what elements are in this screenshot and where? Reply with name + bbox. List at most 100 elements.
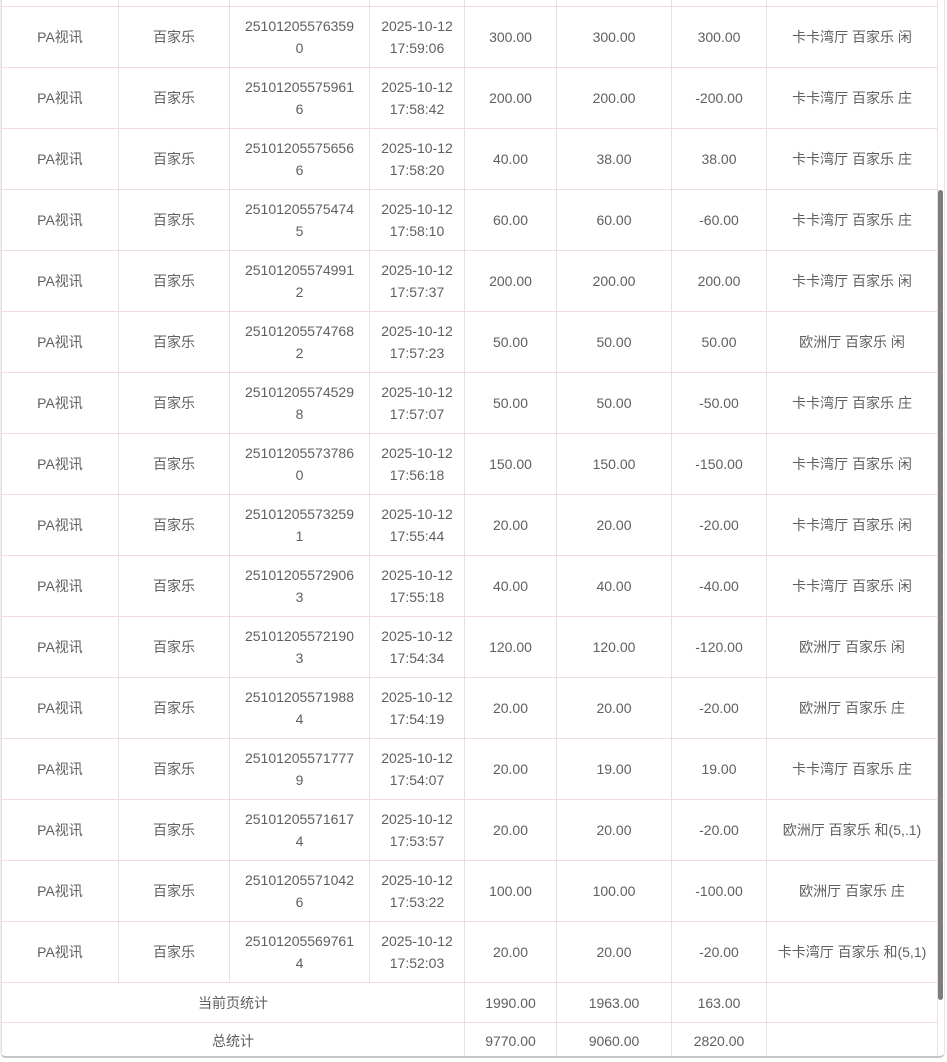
cell-valid-amount: 20.00 — [556, 677, 672, 739]
cell-bet-time: 2025-10-12 17:58:10 — [369, 189, 465, 251]
cell-order-no: 25101205574768 2 — [229, 311, 370, 373]
cell-win-loss: 50.00 — [671, 311, 767, 373]
table-row: PA视讯 百家乐 25101205574991 2 2025-10-12 17:57:… — [1, 250, 938, 312]
cell-platform: PA视讯 — [1, 128, 119, 190]
page-summary-label: 当前页统计 — [1, 982, 465, 1023]
cell-bet-time: 2025-10-12 17:55:44 — [369, 494, 465, 556]
cell-win-loss: -20.00 — [671, 921, 767, 983]
cell-platform: PA视讯 — [1, 616, 119, 678]
table-row: PA视讯 百家乐 25101205572906 3 2025-10-12 17:55:… — [1, 555, 938, 617]
cell-detail: 卡卡湾厅 百家乐 和(5,1) — [766, 921, 938, 983]
cell-win-loss: -120.00 — [671, 616, 767, 678]
cell-bet-time: 2025-10-12 17:57:37 — [369, 250, 465, 312]
cell-valid-amount: 20.00 — [556, 494, 672, 556]
cell-game: 百家乐 — [118, 799, 230, 861]
cell-order-no: 25101205575656 6 — [229, 128, 370, 190]
total-summary-row: 总统计 9770.00 9060.00 2820.00 — [1, 1022, 938, 1056]
total-summary-empty-cell — [766, 1022, 938, 1056]
cell-win-loss: -20.00 — [671, 677, 767, 739]
cell-win-loss: 38.00 — [671, 128, 767, 190]
table-row: PA视讯 百家乐 25101205576359 0 2025-10-12 17:59:… — [1, 6, 938, 68]
cell-bet-amount: 50.00 — [464, 372, 557, 434]
cell-order-no: 25101205572190 3 — [229, 616, 370, 678]
cell-order-no: 25101205576359 0 — [229, 6, 370, 68]
table-row: PA视讯 百家乐 25101205574768 2 2025-10-12 17:57:… — [1, 311, 938, 373]
cell-bet-amount: 20.00 — [464, 677, 557, 739]
cell-valid-amount: 50.00 — [556, 311, 672, 373]
cell-detail: 欧洲厅 百家乐 庄 — [766, 860, 938, 922]
cell-order-no: 25101205573259 1 — [229, 494, 370, 556]
cell-platform: PA视讯 — [1, 860, 119, 922]
table-row: PA视讯 百家乐 25101205571777 9 2025-10-12 17:54:… — [1, 738, 938, 800]
cell-win-loss: -200.00 — [671, 67, 767, 129]
total-summary-bet-amount: 9770.00 — [464, 1022, 557, 1056]
total-summary-win-loss: 2820.00 — [671, 1022, 767, 1056]
cell-bet-amount: 200.00 — [464, 250, 557, 312]
cell-bet-amount: 20.00 — [464, 738, 557, 800]
table-row: PA视讯 百家乐 25101205575961 6 2025-10-12 17:58:… — [1, 67, 938, 129]
cell-platform: PA视讯 — [1, 677, 119, 739]
cell-detail: 卡卡湾厅 百家乐 闲 — [766, 555, 938, 617]
page-summary-bet-amount: 1990.00 — [464, 982, 557, 1023]
page-summary-row: 当前页统计 1990.00 1963.00 163.00 — [1, 982, 938, 1023]
cell-valid-amount: 20.00 — [556, 921, 672, 983]
cell-platform: PA视讯 — [1, 250, 119, 312]
table-row: PA视讯 百家乐 25101205575656 6 2025-10-12 17:58:… — [1, 128, 938, 190]
cell-game: 百家乐 — [118, 494, 230, 556]
total-summary-valid-amount: 9060.00 — [556, 1022, 672, 1056]
cell-bet-amount: 20.00 — [464, 799, 557, 861]
table-row: PA视讯 百家乐 25101205573259 1 2025-10-12 17:55:… — [1, 494, 938, 556]
cell-bet-amount: 60.00 — [464, 189, 557, 251]
cell-bet-time: 2025-10-12 17:58:42 — [369, 67, 465, 129]
cell-platform: PA视讯 — [1, 921, 119, 983]
table-row: PA视讯 百家乐 25101205572190 3 2025-10-12 17:54:… — [1, 616, 938, 678]
cell-order-no: 25101205573786 0 — [229, 433, 370, 495]
cell-win-loss: -150.00 — [671, 433, 767, 495]
cell-bet-amount: 20.00 — [464, 494, 557, 556]
cell-detail: 卡卡湾厅 百家乐 庄 — [766, 189, 938, 251]
table-row: PA视讯 百家乐 25101205569761 4 2025-10-12 17:52:… — [1, 921, 938, 983]
cell-bet-time: 2025-10-12 17:59:06 — [369, 6, 465, 68]
table-row: PA视讯 百家乐 25101205575474 5 2025-10-12 17:58:… — [1, 189, 938, 251]
cell-detail: 欧洲厅 百家乐 闲 — [766, 616, 938, 678]
cell-bet-amount: 100.00 — [464, 860, 557, 922]
cell-order-no: 25101205571617 4 — [229, 799, 370, 861]
cell-bet-amount: 150.00 — [464, 433, 557, 495]
cell-game: 百家乐 — [118, 921, 230, 983]
cell-platform: PA视讯 — [1, 555, 119, 617]
cell-valid-amount: 120.00 — [556, 616, 672, 678]
cell-bet-amount: 40.00 — [464, 128, 557, 190]
cell-order-no: 25101205571777 9 — [229, 738, 370, 800]
cell-win-loss: -40.00 — [671, 555, 767, 617]
cell-detail: 欧洲厅 百家乐 和(5,.1) — [766, 799, 938, 861]
cell-bet-time: 2025-10-12 17:57:07 — [369, 372, 465, 434]
cell-bet-amount: 300.00 — [464, 6, 557, 68]
cell-valid-amount: 150.00 — [556, 433, 672, 495]
cell-valid-amount: 60.00 — [556, 189, 672, 251]
table-row: PA视讯 百家乐 25101205574529 8 2025-10-12 17:57:… — [1, 372, 938, 434]
cell-valid-amount: 200.00 — [556, 250, 672, 312]
cell-order-no: 25101205571042 6 — [229, 860, 370, 922]
cell-win-loss: -20.00 — [671, 494, 767, 556]
cell-bet-time: 2025-10-12 17:55:18 — [369, 555, 465, 617]
cell-bet-amount: 120.00 — [464, 616, 557, 678]
cell-detail: 卡卡湾厅 百家乐 闲 — [766, 6, 938, 68]
cell-win-loss: -50.00 — [671, 372, 767, 434]
cell-valid-amount: 40.00 — [556, 555, 672, 617]
page-summary-empty-cell — [766, 982, 938, 1023]
cell-detail: 欧洲厅 百家乐 闲 — [766, 311, 938, 373]
cell-win-loss: 300.00 — [671, 6, 767, 68]
cell-detail: 卡卡湾厅 百家乐 闲 — [766, 250, 938, 312]
cell-detail: 欧洲厅 百家乐 庄 — [766, 677, 938, 739]
cell-game: 百家乐 — [118, 6, 230, 68]
cell-win-loss: -20.00 — [671, 799, 767, 861]
cell-order-no: 25101205572906 3 — [229, 555, 370, 617]
vertical-scrollbar-thumb[interactable] — [938, 190, 943, 1000]
page-summary-win-loss: 163.00 — [671, 982, 767, 1023]
cell-game: 百家乐 — [118, 738, 230, 800]
cell-game: 百家乐 — [118, 677, 230, 739]
cell-valid-amount: 20.00 — [556, 799, 672, 861]
cell-game: 百家乐 — [118, 189, 230, 251]
cell-valid-amount: 50.00 — [556, 372, 672, 434]
